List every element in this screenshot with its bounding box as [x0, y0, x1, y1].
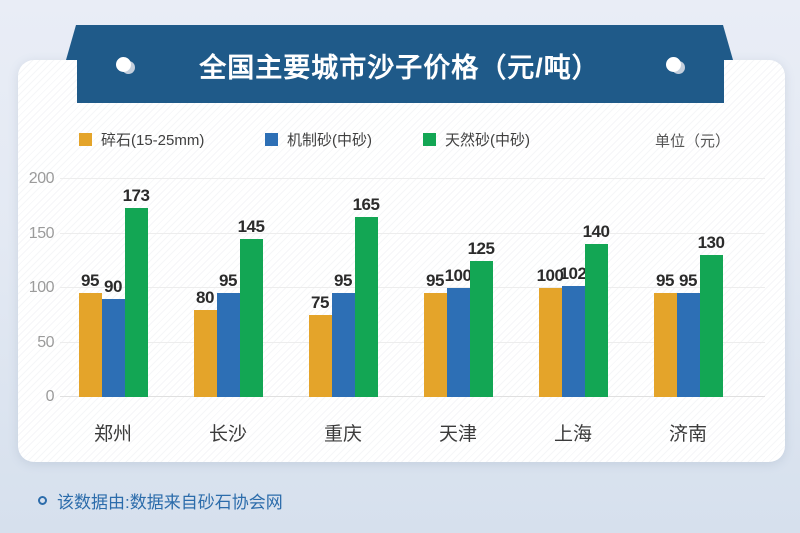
y-axis-label: 0 — [45, 388, 55, 405]
y-axis-label: 100 — [28, 279, 55, 296]
plot-area: 0 50 100 150 200 95 90 173 郑州 80 95 145 长沙 75 95 165 重庆 9… — [29, 170, 765, 445]
bar — [446, 288, 470, 397]
gridline — [60, 232, 765, 234]
gridline — [60, 396, 765, 397]
bar-value-label: 100 — [444, 266, 472, 285]
bar-value-label: 102 — [559, 264, 587, 283]
x-axis-label: 重庆 — [323, 424, 362, 445]
legend-label: 机制砂(中砂) — [287, 131, 372, 149]
legend: 单位（元） 碎石(15-25mm) 机制砂(中砂) 天然砂(中砂) — [79, 130, 730, 150]
bar — [469, 261, 493, 397]
bar-value-label: 173 — [122, 186, 150, 205]
gridline — [60, 178, 765, 179]
banner-ribbon-body — [77, 58, 724, 103]
bar-value-label: 95 — [81, 271, 99, 290]
bar — [239, 239, 263, 397]
x-axis-label: 天津 — [438, 424, 477, 445]
title-banner: 全国主要城市沙子价格（元/吨） — [66, 25, 733, 103]
rivet-dot-left-icon — [116, 57, 131, 72]
bar-value-label: 95 — [679, 271, 697, 290]
bar — [699, 255, 723, 397]
bar — [423, 293, 447, 397]
bar — [653, 293, 677, 397]
x-axis-label: 上海 — [553, 424, 592, 445]
bar — [78, 293, 102, 397]
bullet-circle-icon — [38, 496, 47, 505]
y-axis-label: 200 — [28, 170, 55, 187]
legend-item: 机制砂(中砂) — [265, 130, 372, 149]
gridline — [60, 341, 765, 343]
bar-value-label: 95 — [426, 271, 444, 290]
bar — [584, 244, 608, 397]
legend-label: 碎石(15-25mm) — [101, 131, 205, 149]
bar-value-label: 75 — [311, 293, 329, 312]
bar — [308, 315, 332, 397]
legend-item: 天然砂(中砂) — [423, 130, 530, 149]
bar-value-label: 95 — [219, 271, 237, 290]
bar — [354, 217, 378, 397]
y-axis-label: 150 — [28, 224, 55, 242]
x-axis-label: 郑州 — [93, 424, 132, 445]
bar — [331, 293, 355, 397]
x-axis-label: 长沙 — [208, 424, 247, 445]
bar — [561, 286, 585, 397]
unit-label: 单位（元） — [654, 133, 730, 150]
legend-swatch-icon — [79, 132, 92, 146]
bar-value-label: 80 — [196, 288, 214, 307]
legend-item: 碎石(15-25mm) — [79, 130, 205, 149]
source-text: 该数据由:数据来自砂石协会网 — [57, 493, 283, 512]
bar-value-label: 145 — [237, 217, 265, 236]
bar — [193, 310, 217, 397]
bar-value-label: 165 — [352, 195, 380, 214]
bar-value-label: 90 — [104, 277, 122, 296]
x-axis-label: 济南 — [668, 424, 707, 445]
rivet-dot-right-icon — [666, 57, 681, 72]
legend-swatch-icon — [265, 132, 278, 146]
bar — [676, 293, 700, 397]
bar-value-label: 100 — [536, 266, 564, 285]
bar — [101, 299, 125, 397]
bar — [216, 293, 240, 397]
bar-value-label: 95 — [334, 271, 352, 290]
y-axis-label: 50 — [37, 333, 54, 351]
legend-label: 天然砂(中砂) — [445, 131, 530, 149]
bar — [124, 208, 148, 397]
banner-ribbon-top — [66, 25, 733, 60]
bar — [538, 288, 562, 397]
legend-swatch-icon — [423, 132, 436, 146]
bar-value-label: 125 — [467, 239, 495, 258]
page-title: 全国主要城市沙子价格（元/吨） — [199, 52, 600, 83]
gridline — [60, 287, 765, 288]
bar-value-label: 95 — [656, 271, 674, 290]
bar-value-label: 130 — [697, 233, 725, 252]
source-note: 该数据由:数据来自砂石协会网 — [38, 488, 283, 513]
bar-value-label: 140 — [582, 222, 610, 241]
